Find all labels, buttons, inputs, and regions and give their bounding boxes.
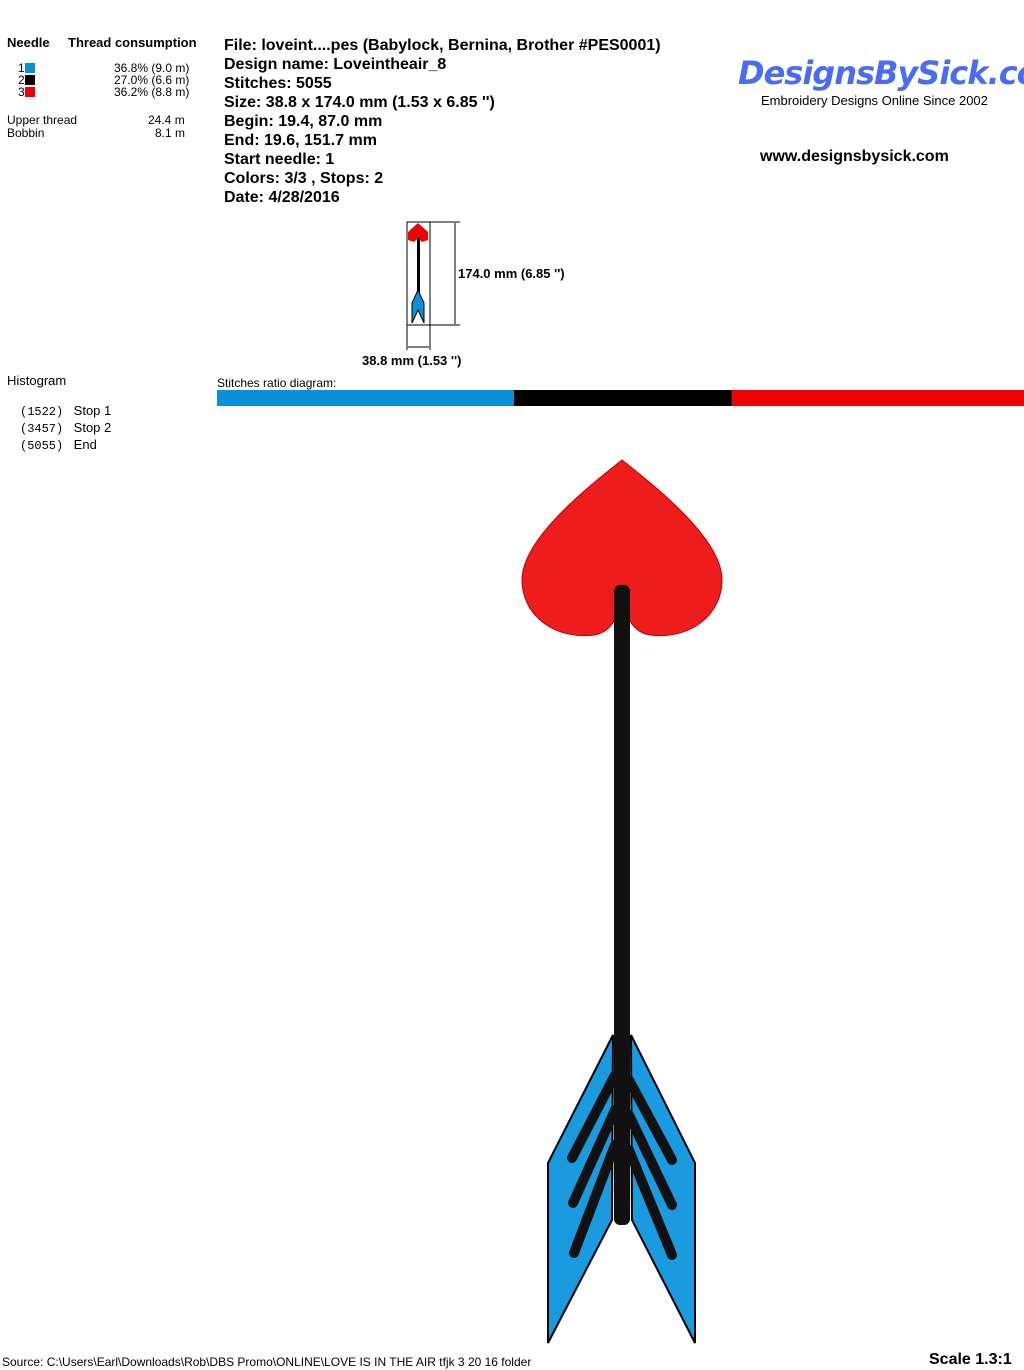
barb-right-1 bbox=[624, 1075, 677, 1165]
width-dimension: 38.8 mm (1.53 '') bbox=[362, 353, 462, 368]
thread-header: Thread consumption bbox=[68, 35, 197, 50]
barb-left-2 bbox=[568, 1105, 620, 1208]
upper-thread-value: 24.4 m bbox=[148, 113, 185, 127]
bobbin-label: Bobbin bbox=[7, 126, 45, 140]
stitch-count: Stitches: 5055 bbox=[224, 75, 332, 92]
stop-row: (3457) Stop 2 bbox=[20, 420, 111, 437]
colors-stops: Colors: 3/3 , Stops: 2 bbox=[224, 170, 384, 187]
needle-header: Needle bbox=[7, 35, 50, 50]
histogram-stops: (1522) Stop 1 (3457) Stop 2 (5055) End bbox=[20, 403, 111, 454]
logo-tagline: Embroidery Designs Online Since 2002 bbox=[761, 93, 988, 108]
begin-point: Begin: 19.4, 87.0 mm bbox=[224, 113, 383, 130]
date: Date: 4/28/2016 bbox=[224, 189, 340, 206]
color-swatch bbox=[24, 75, 35, 85]
color-swatch bbox=[24, 87, 35, 97]
needle-number: 2 bbox=[18, 73, 25, 87]
preview-bounding-box bbox=[406, 221, 431, 326]
thumbnail-heart bbox=[408, 223, 428, 242]
ratio-title: Stitches ratio diagram: bbox=[217, 376, 337, 390]
height-dimension: 174.0 mm (6.85 '') bbox=[458, 266, 565, 281]
stop-label: End bbox=[73, 437, 97, 452]
needle-pct: 36.2% (8.8 m) bbox=[114, 85, 190, 99]
stop-label: Stop 1 bbox=[73, 403, 112, 418]
stop-count: (1522) bbox=[20, 405, 64, 419]
scale-label: Scale 1.3:1 bbox=[929, 1351, 1012, 1368]
fletching-barbs bbox=[567, 1070, 677, 1260]
barb-right-2 bbox=[624, 1110, 677, 1210]
histogram-title: Histogram bbox=[7, 373, 67, 388]
brand-logo: DesignsBySick.com bbox=[738, 54, 1024, 92]
stop-count: (5055) bbox=[20, 439, 64, 453]
design-info: File: loveint....pes (Babylock, Bernina,… bbox=[224, 36, 661, 207]
needle-pct: 27.0% (6.6 m) bbox=[114, 73, 190, 87]
barb-right-3 bbox=[624, 1145, 677, 1260]
ratio-segment-2 bbox=[513, 390, 732, 406]
upper-thread-label: Upper thread bbox=[7, 113, 78, 127]
needle-number: 1 bbox=[18, 61, 25, 75]
needle-row-1: 1 bbox=[18, 62, 35, 74]
color-swatch bbox=[24, 63, 35, 73]
arrow-design bbox=[521, 459, 723, 1344]
end-point: End: 19.6, 151.7 mm bbox=[224, 132, 377, 149]
arrow-shaft bbox=[614, 585, 630, 1225]
barb-left-3 bbox=[569, 1140, 620, 1258]
needle-number: 3 bbox=[18, 85, 25, 99]
design-size: Size: 38.8 x 174.0 mm (1.53 x 6.85 '') bbox=[224, 94, 495, 111]
thumbnail-fletching bbox=[411, 288, 425, 324]
ratio-segment-3 bbox=[731, 390, 1024, 406]
stop-row: (1522) Stop 1 bbox=[20, 403, 111, 420]
stop-count: (3457) bbox=[20, 422, 64, 436]
stop-label: Stop 2 bbox=[73, 420, 112, 435]
ratio-segment-1 bbox=[217, 390, 514, 406]
needle-row-3: 3 bbox=[18, 86, 35, 98]
thumbnail-shaft bbox=[417, 238, 420, 294]
stitches-ratio-bar bbox=[217, 390, 1024, 406]
needle-pct: 36.8% (9.0 m) bbox=[114, 61, 190, 75]
website-url: www.designsbysick.com bbox=[760, 148, 949, 165]
barb-left-1 bbox=[567, 1070, 620, 1163]
bobbin-value: 8.1 m bbox=[155, 126, 186, 140]
stop-row: (5055) End bbox=[20, 437, 111, 454]
needle-row-2: 2 bbox=[18, 74, 35, 86]
start-needle: Start needle: 1 bbox=[224, 151, 335, 168]
design-preview-thumbnail bbox=[406, 221, 460, 350]
design-name: Design name: Loveintheair_8 bbox=[224, 56, 447, 73]
source-path: Source: C:\Users\Earl\Downloads\Rob\DBS … bbox=[2, 1355, 532, 1369]
file-name: File: loveint....pes (Babylock, Bernina,… bbox=[224, 37, 661, 54]
